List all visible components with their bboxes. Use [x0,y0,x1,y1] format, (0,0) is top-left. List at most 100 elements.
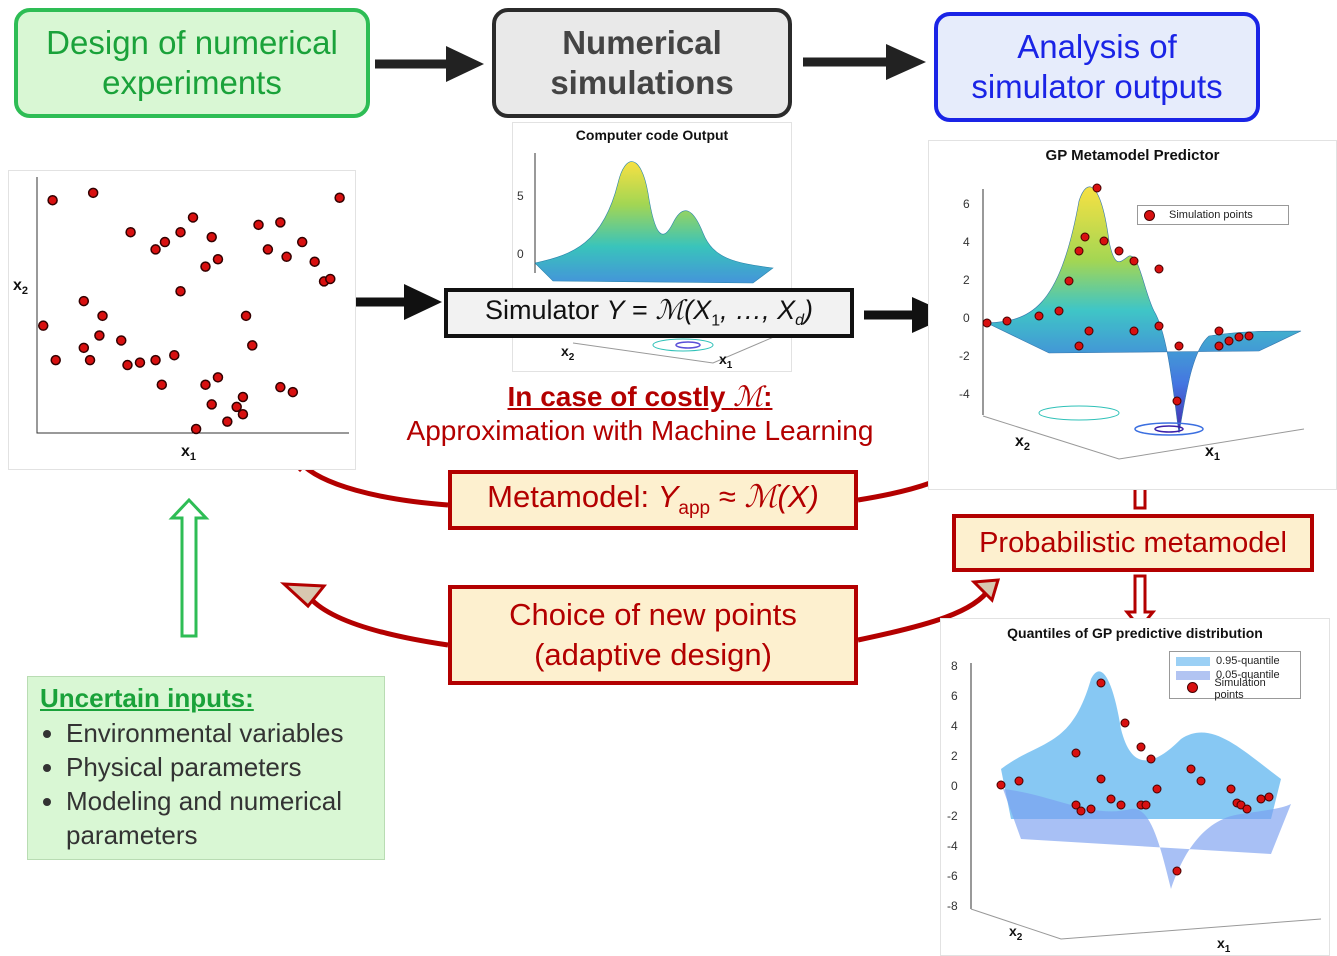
design-point [212,254,224,265]
uncertain-inputs-box: Uncertain inputs: Environmental variable… [27,676,385,860]
step-analysis-line2: simulator outputs [971,68,1223,105]
design-point [78,295,90,307]
arrow-simulation-to-analysis [803,44,926,80]
uncertain-inputs-title: Uncertain inputs: [40,683,254,713]
simulation-point [1152,784,1162,794]
design-point [190,423,202,435]
lower-quantile-surface [1003,789,1291,889]
curve-probabilistic-to-choice [857,578,1001,643]
design-point [287,386,299,398]
simulator-equation: Simulator Y = ℳ(X1, …, Xd) [484,294,814,330]
gp-surface [986,186,1302,434]
design-point [222,416,233,427]
computer-code-surface [534,161,774,284]
computer-code-y-label: x2 [561,343,575,363]
step-numerical-simulations: Numerical simulations [492,8,792,118]
simulation-point [1256,794,1266,804]
design-point [253,219,264,231]
simulation-point [1214,326,1224,336]
gp-x-label: x1 [1205,443,1221,464]
simulation-point [1136,742,1146,752]
quantile-x-label: x1 [1217,935,1231,955]
scatter-y-label: x2 [13,277,29,298]
simulation-point [1096,678,1106,688]
design-point [237,408,249,420]
design-point [84,354,96,366]
step-analysis-outputs: Analysis of simulator outputs [934,12,1260,122]
simulation-point [1116,800,1126,810]
step-design-line1: Design of numerical [46,24,338,61]
simulation-point [1086,804,1096,814]
list-item: Modeling and numerical parameters [66,784,372,852]
simulation-point [996,780,1006,790]
simulation-point [1002,316,1012,326]
computer-code-ytick: 0 [517,247,524,261]
quantile-y-label: x2 [1009,923,1023,943]
choice-of-new-points-box: Choice of new points (adaptive design) [448,585,858,685]
uncertain-inputs-arrow [168,497,210,638]
step-sim-line1: Numerical [562,24,722,61]
quantile-ytick: -8 [947,899,958,913]
arrow-design-to-simulation [375,46,484,82]
design-point [47,194,58,206]
list-item: Environmental variables [66,716,372,750]
design-point [50,354,61,366]
quantile-ytick: 2 [951,749,958,763]
quantile-legend: 0.95-quantile 0.05-quantile Simulation p… [1169,651,1301,701]
simulation-point [1084,326,1094,336]
arrow-scatter-to-simulator [352,284,442,320]
design-point [122,359,133,371]
choice-line1: Choice of new points [509,597,797,632]
simulation-point [1106,794,1116,804]
design-point [37,320,49,331]
simulation-point [1172,396,1182,406]
gp-quantiles-panel: Quantiles of GP predictive distribution … [940,618,1330,956]
design-point [206,399,217,410]
simulation-point [1154,321,1164,331]
design-point [275,217,286,228]
simulation-point [1074,246,1084,256]
upper-quantile-surface [1001,671,1281,819]
curve-choice-to-scatter [279,582,449,648]
gp-y-label: x2 [1015,433,1031,454]
design-point [237,391,249,403]
lower-quantile-swatch-icon [1176,670,1210,680]
computer-code-ytick: 5 [517,189,524,203]
design-point [200,261,211,272]
quantile-ytick: -6 [947,869,958,883]
simulation-point [1129,256,1139,266]
simulation-point [1234,332,1244,342]
design-point [169,349,180,361]
scatter-axes [36,177,349,434]
quantile-ytick: -4 [947,839,958,853]
simulation-point [1034,311,1044,321]
gp-ytick: 4 [963,235,970,249]
gp-panel-title: GP Metamodel Predictor [1045,147,1220,164]
computer-code-x-label: x1 [719,351,733,371]
simulation-point [1172,866,1182,876]
design-point [231,401,242,413]
design-point [334,192,345,204]
design-point [94,330,105,341]
design-point [281,251,292,263]
step-design-line2: experiments [102,64,282,101]
design-point [78,342,90,354]
gp-metamodel-panel: GP Metamodel Predictor 6 4 2 0 -2 -4 Sim… [928,140,1337,490]
simulation-point [1092,183,1102,193]
gp-legend: Simulation points [1137,205,1289,225]
costly-note: In case of costly ℳ: Approximation with … [380,380,900,447]
simulation-point [1214,341,1224,351]
design-point [150,244,161,255]
simulation-point [1174,341,1184,351]
quantile-ytick: -2 [947,809,958,823]
simulation-point [1244,331,1254,341]
step-sim-line2: simulations [550,64,734,101]
simulation-point [1186,764,1196,774]
quantile-ytick: 4 [951,719,958,733]
design-point [296,236,308,248]
gp-ytick: 0 [963,311,970,325]
upper-quantile-swatch-icon [1176,656,1210,666]
quantile-ytick: 6 [951,689,958,703]
scatter-x-label: x1 [181,443,197,464]
step-design-of-experiments: Design of numerical experiments [14,8,370,118]
